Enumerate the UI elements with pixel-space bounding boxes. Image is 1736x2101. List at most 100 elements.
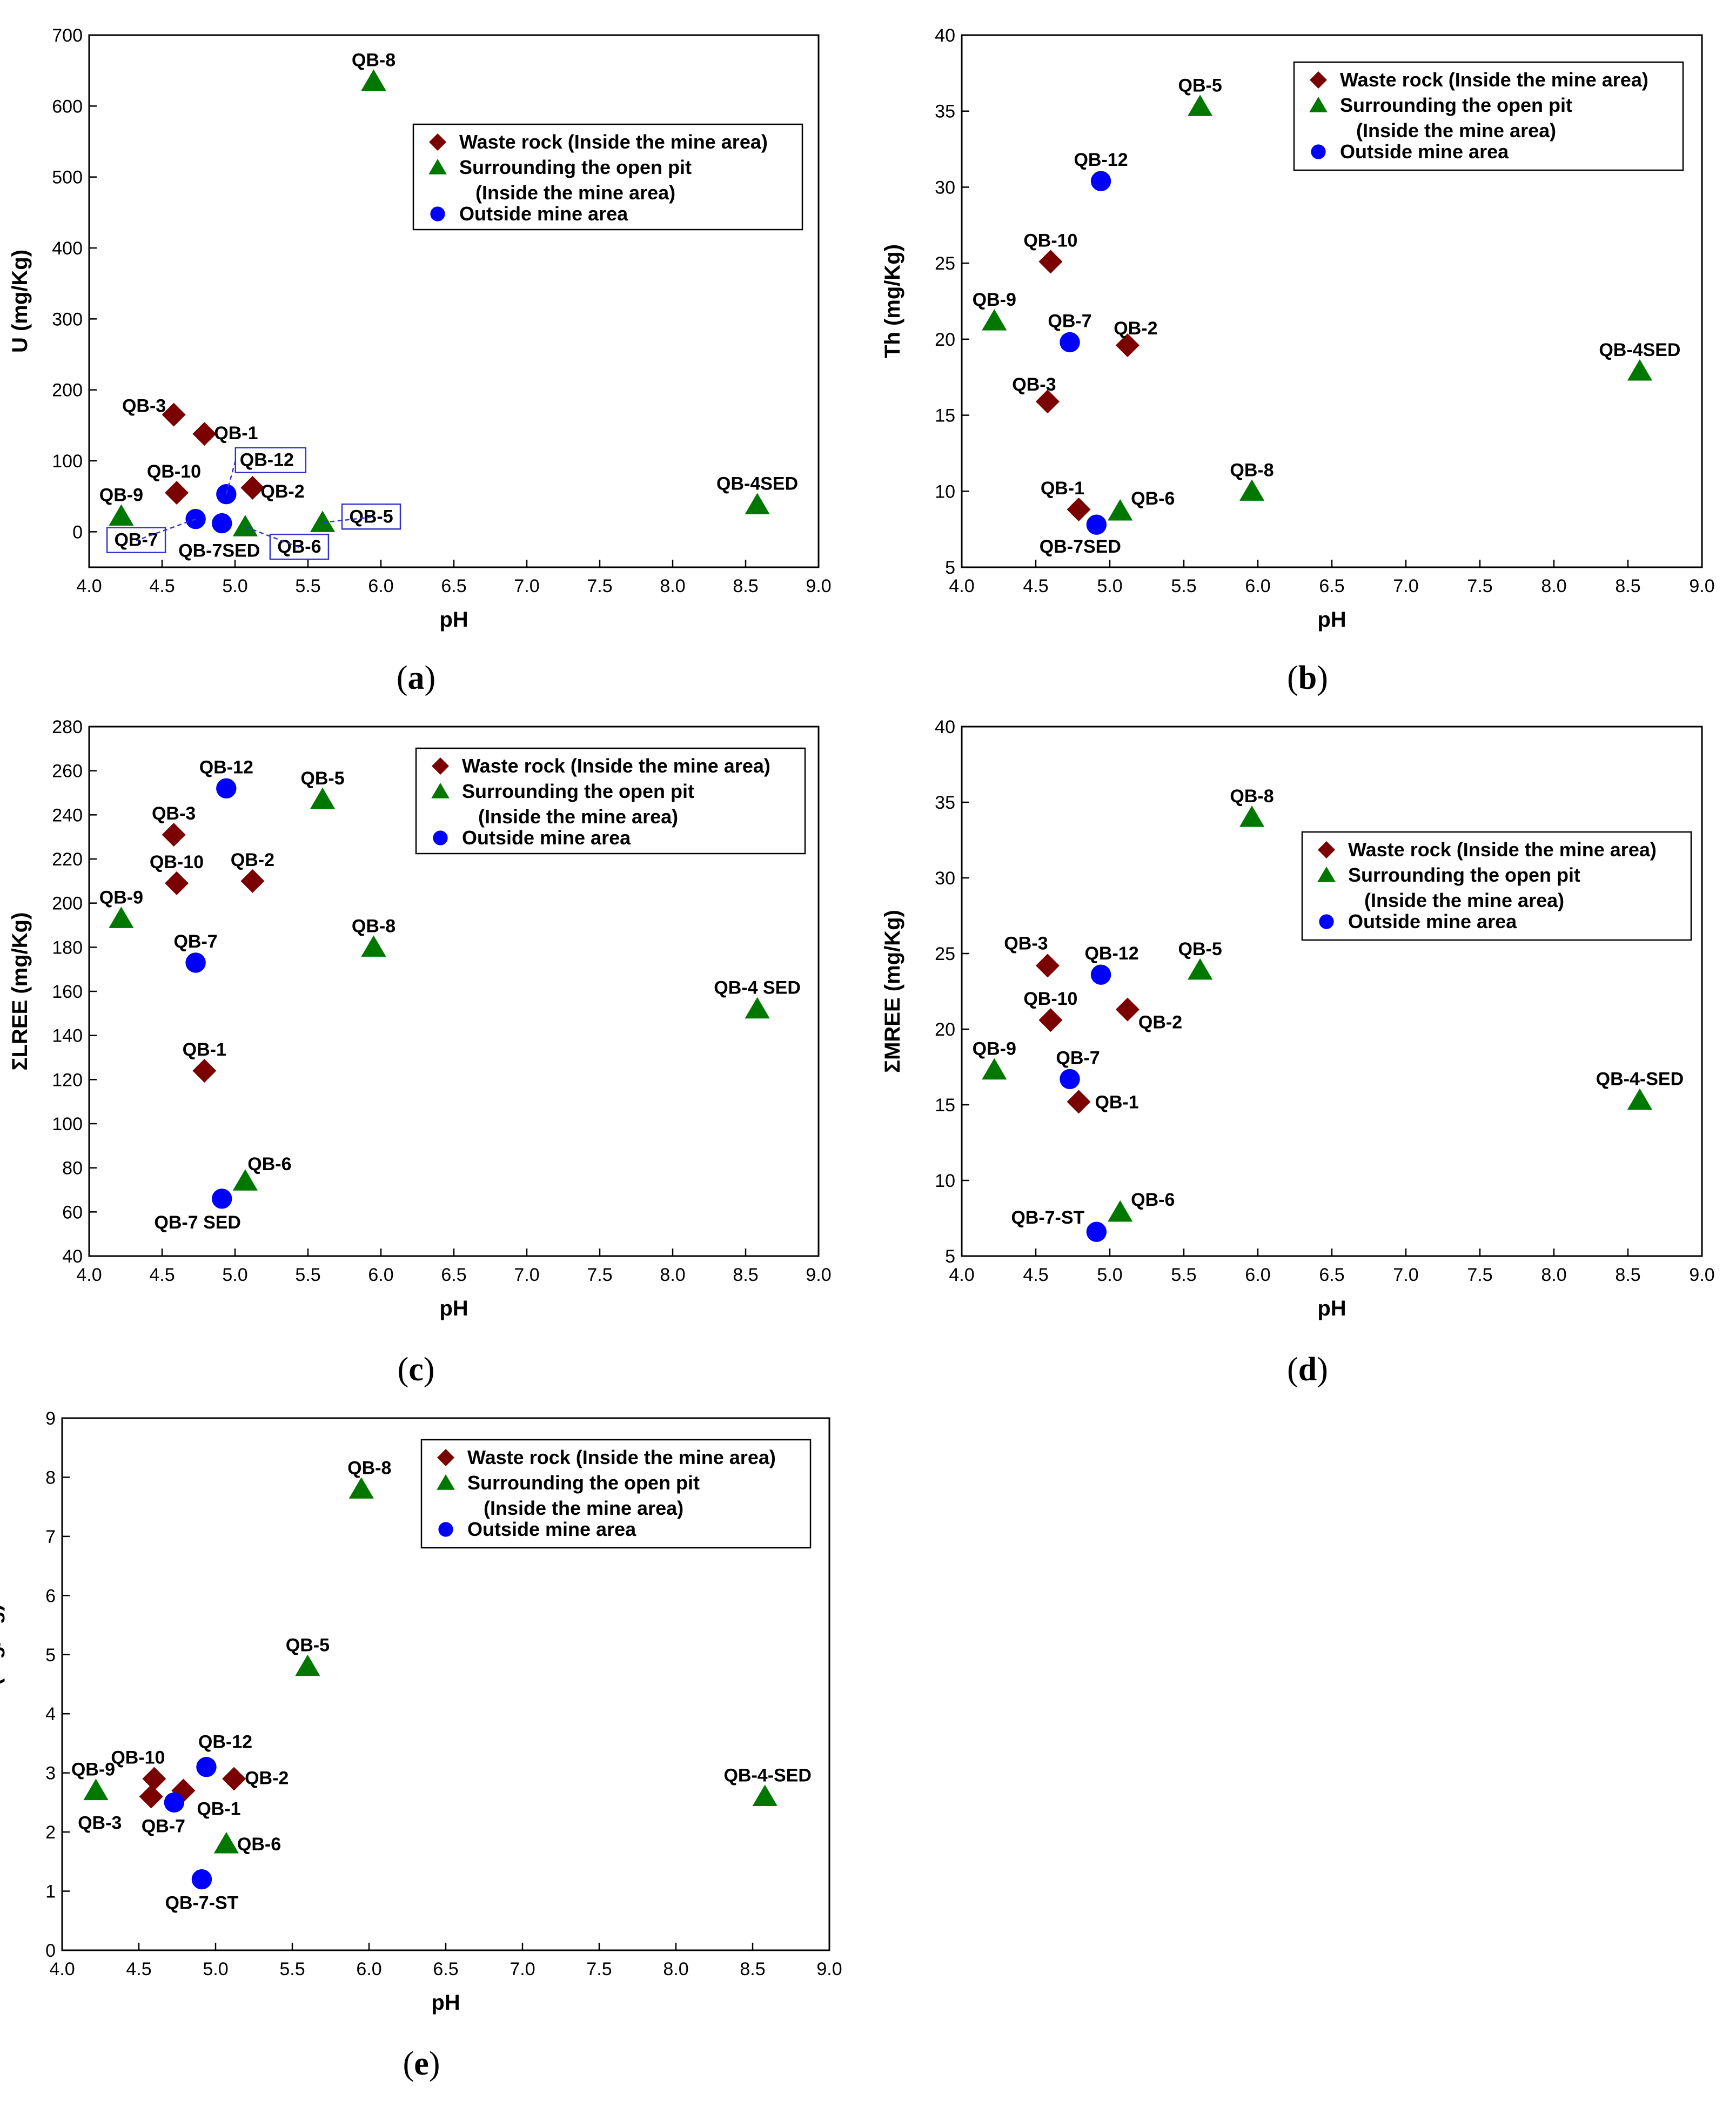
y-tick-label: 7	[45, 1527, 56, 1547]
legend-marker-diamond	[432, 757, 449, 775]
data-point-triangle	[310, 511, 336, 532]
data-point-triangle	[232, 515, 258, 536]
point-label: QB-7	[142, 1816, 185, 1836]
data-point-diamond	[222, 1767, 246, 1791]
x-tick-label: 5.5	[295, 1265, 320, 1285]
legend-label: Surrounding the open pit	[459, 156, 692, 178]
x-tick-label: 8.0	[1541, 576, 1566, 596]
y-tick-label: 240	[52, 805, 83, 825]
y-tick-label: 30	[935, 177, 955, 198]
y-tick-label: 35	[935, 793, 955, 813]
point-label: QB-1	[1095, 1092, 1138, 1112]
point-label: QB-2	[1138, 1012, 1182, 1033]
label-box	[269, 533, 330, 560]
point-label: QB-3	[122, 396, 166, 417]
y-tick-label: 500	[52, 167, 83, 188]
point-label: QB-4-SED	[1596, 1069, 1684, 1090]
x-axis-label: pH	[431, 1991, 460, 2015]
x-tick-label: 6.5	[433, 1959, 458, 1979]
data-point-diamond	[165, 481, 189, 505]
data-point-diamond	[162, 823, 186, 847]
y-tick-label: 15	[935, 406, 955, 426]
y-tick-label: 120	[52, 1070, 83, 1090]
label-leader-line	[322, 516, 372, 523]
data-point-triangle	[1188, 95, 1213, 116]
x-tick-label: 7.0	[1393, 576, 1418, 596]
y-tick-label: 180	[52, 937, 83, 958]
x-tick-label: 4.5	[1023, 1265, 1048, 1285]
point-label: QB-2	[245, 1768, 289, 1789]
legend-box	[412, 123, 803, 231]
point-label: QB-5	[1178, 939, 1222, 959]
x-tick-label: 8.0	[663, 1959, 688, 1979]
legend-box	[420, 1439, 812, 1549]
x-tick-label: 8.5	[740, 1959, 765, 1979]
y-tick-label: 100	[52, 451, 83, 472]
y-axis-label: ΣLREE (mg/Kg)	[8, 912, 32, 1071]
point-label: QB-12	[199, 757, 253, 777]
y-tick-label: 100	[52, 1114, 83, 1135]
data-point-circle	[216, 778, 237, 799]
y-tick-label: 600	[52, 96, 83, 117]
point-label: QB-12	[1084, 943, 1138, 964]
legend-marker-diamond	[1310, 71, 1327, 89]
data-point-triangle	[109, 907, 134, 928]
x-axis-label: pH	[1317, 608, 1346, 632]
point-label: QB-6	[237, 1834, 281, 1855]
x-tick-label: 5.0	[222, 576, 247, 596]
point-label: QB-1	[214, 423, 258, 444]
data-point-triangle	[1108, 499, 1133, 521]
panel-caption-letter: d	[1298, 1351, 1317, 1388]
data-point-circle	[1060, 1069, 1080, 1090]
data-point-triangle	[745, 493, 770, 515]
point-label: QB-7 SED	[154, 1212, 241, 1233]
point-label: QB-6	[1131, 488, 1175, 509]
legend-marker-circle	[1319, 914, 1334, 929]
legend-marker-circle	[433, 830, 448, 845]
data-point-triangle	[232, 1169, 258, 1191]
data-point-circle	[1086, 514, 1107, 535]
point-label: QB-10	[150, 852, 204, 872]
legend-label: Waste rock (Inside the mine area)	[467, 1446, 776, 1468]
legend-marker-triangle	[437, 1474, 455, 1490]
point-label: QB-12	[240, 450, 294, 471]
legend-box	[415, 747, 806, 855]
panel-caption: (e)	[403, 2045, 440, 2082]
data-point-diamond	[240, 475, 265, 500]
data-point-diamond	[162, 402, 186, 427]
data-point-diamond	[1067, 498, 1091, 522]
y-tick-label: 8	[45, 1467, 56, 1488]
data-point-triangle	[213, 1832, 239, 1854]
data-point-triangle	[109, 504, 134, 526]
y-tick-label: 2	[45, 1822, 56, 1843]
x-tick-label: 6.0	[368, 1265, 393, 1285]
data-point-triangle	[295, 1654, 320, 1676]
point-label: QB-7SED	[1040, 536, 1121, 557]
data-point-circle	[1060, 332, 1080, 353]
legend-label: Outside mine area	[1340, 140, 1509, 163]
panel-d: 4.0 4.5 5.0 5.5 6.0 6.5 7.0 7.5 8.0 8.5 9.0 5 10 15 20…	[881, 717, 1715, 1388]
y-tick-label: 40	[935, 717, 955, 737]
legend-marker-triangle	[428, 159, 447, 174]
point-label: QB-10	[111, 1748, 165, 1768]
y-tick-label: 0	[72, 522, 83, 542]
data-point-diamond	[1035, 390, 1060, 414]
y-tick-label: 10	[935, 1171, 955, 1191]
y-tick-label: 30	[935, 868, 955, 889]
y-tick-label: 80	[62, 1158, 83, 1179]
y-tick-label: 20	[935, 330, 955, 350]
x-tick-label: 8.5	[733, 576, 758, 596]
data-point-diamond	[192, 422, 217, 446]
x-tick-label: 7.5	[1467, 1265, 1492, 1285]
x-tick-label: 4.5	[126, 1959, 151, 1979]
y-tick-label: 200	[52, 380, 83, 401]
point-label: QB-9	[973, 1039, 1016, 1059]
legend-label: Outside mine area	[467, 1518, 636, 1540]
x-tick-label: 7.5	[1467, 576, 1492, 596]
legend: Waste rock (Inside the mine area) Surroun…	[420, 1439, 812, 1549]
legend-marker-circle	[438, 1522, 453, 1537]
x-tick-label: 5.5	[295, 576, 320, 596]
point-label: QB-10	[1023, 989, 1077, 1009]
legend-marker-circle	[1311, 144, 1326, 159]
